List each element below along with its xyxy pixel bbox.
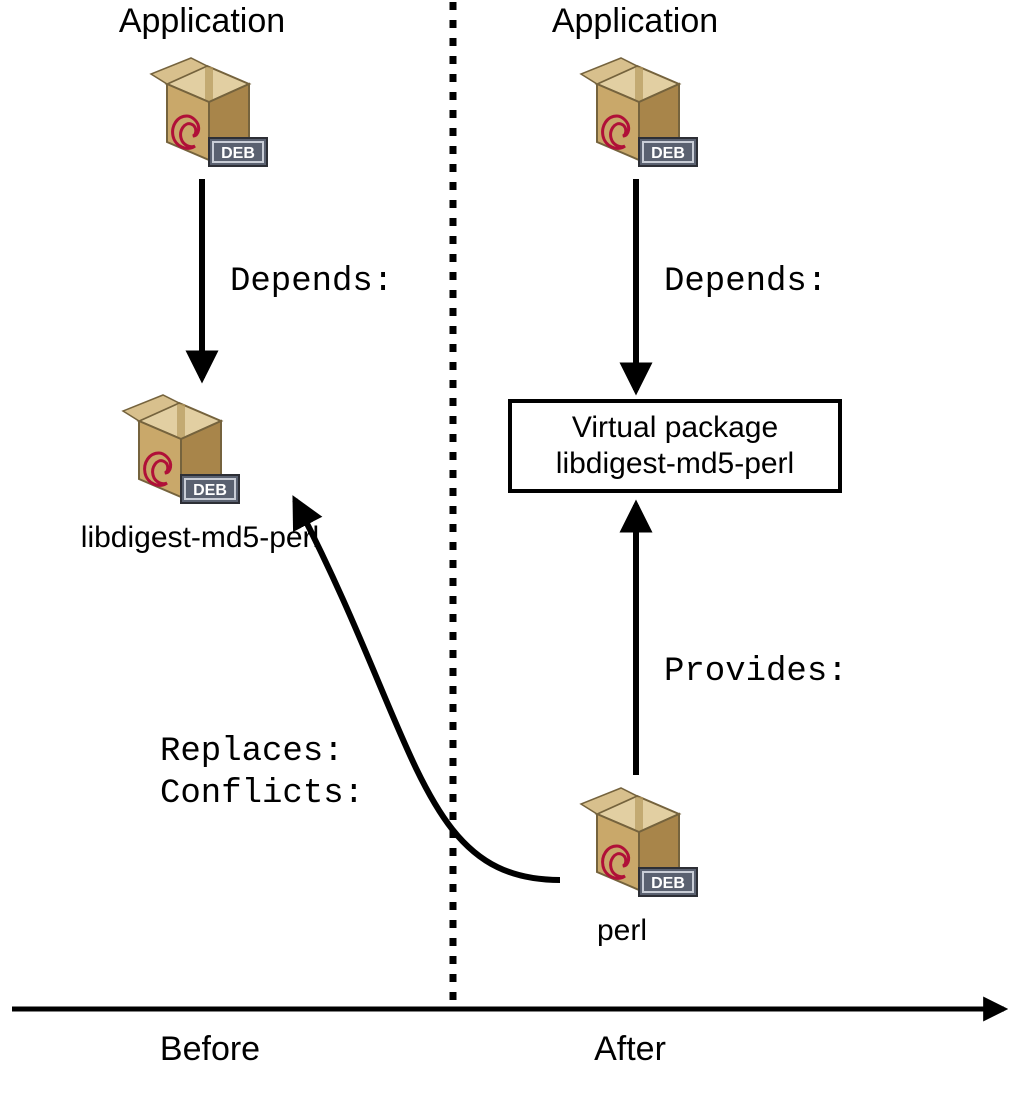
header-application-left: Application: [119, 2, 285, 40]
depends-left-label: Depends:: [230, 263, 393, 301]
package-icon-application-left: DEB: [151, 58, 267, 166]
package-label-perl: perl: [597, 914, 647, 947]
virtual-package-title: Virtual package: [572, 411, 778, 444]
replaces-label: Replaces:: [160, 733, 344, 771]
package-icon-perl: DEB: [581, 788, 697, 896]
deb-badge-text: DEB: [221, 145, 255, 162]
virtual-package-name: libdigest-md5-perl: [556, 447, 794, 480]
timeline-before-label: Before: [160, 1030, 260, 1068]
conflicts-label: Conflicts:: [160, 775, 364, 813]
deb-badge-text: DEB: [651, 145, 685, 162]
provides-label: Provides:: [664, 653, 848, 691]
deb-badge-text: DEB: [651, 875, 685, 892]
timeline-after-label: After: [594, 1030, 666, 1068]
depends-right-label: Depends:: [664, 263, 827, 301]
package-label-libdigest: libdigest-md5-perl: [81, 521, 319, 554]
package-icon-libdigest: DEB: [123, 395, 239, 503]
deb-badge-text: DEB: [193, 482, 227, 499]
package-icon-application-right: DEB: [581, 58, 697, 166]
header-application-right: Application: [552, 2, 718, 40]
replaces-conflicts-arrow: [295, 500, 560, 880]
